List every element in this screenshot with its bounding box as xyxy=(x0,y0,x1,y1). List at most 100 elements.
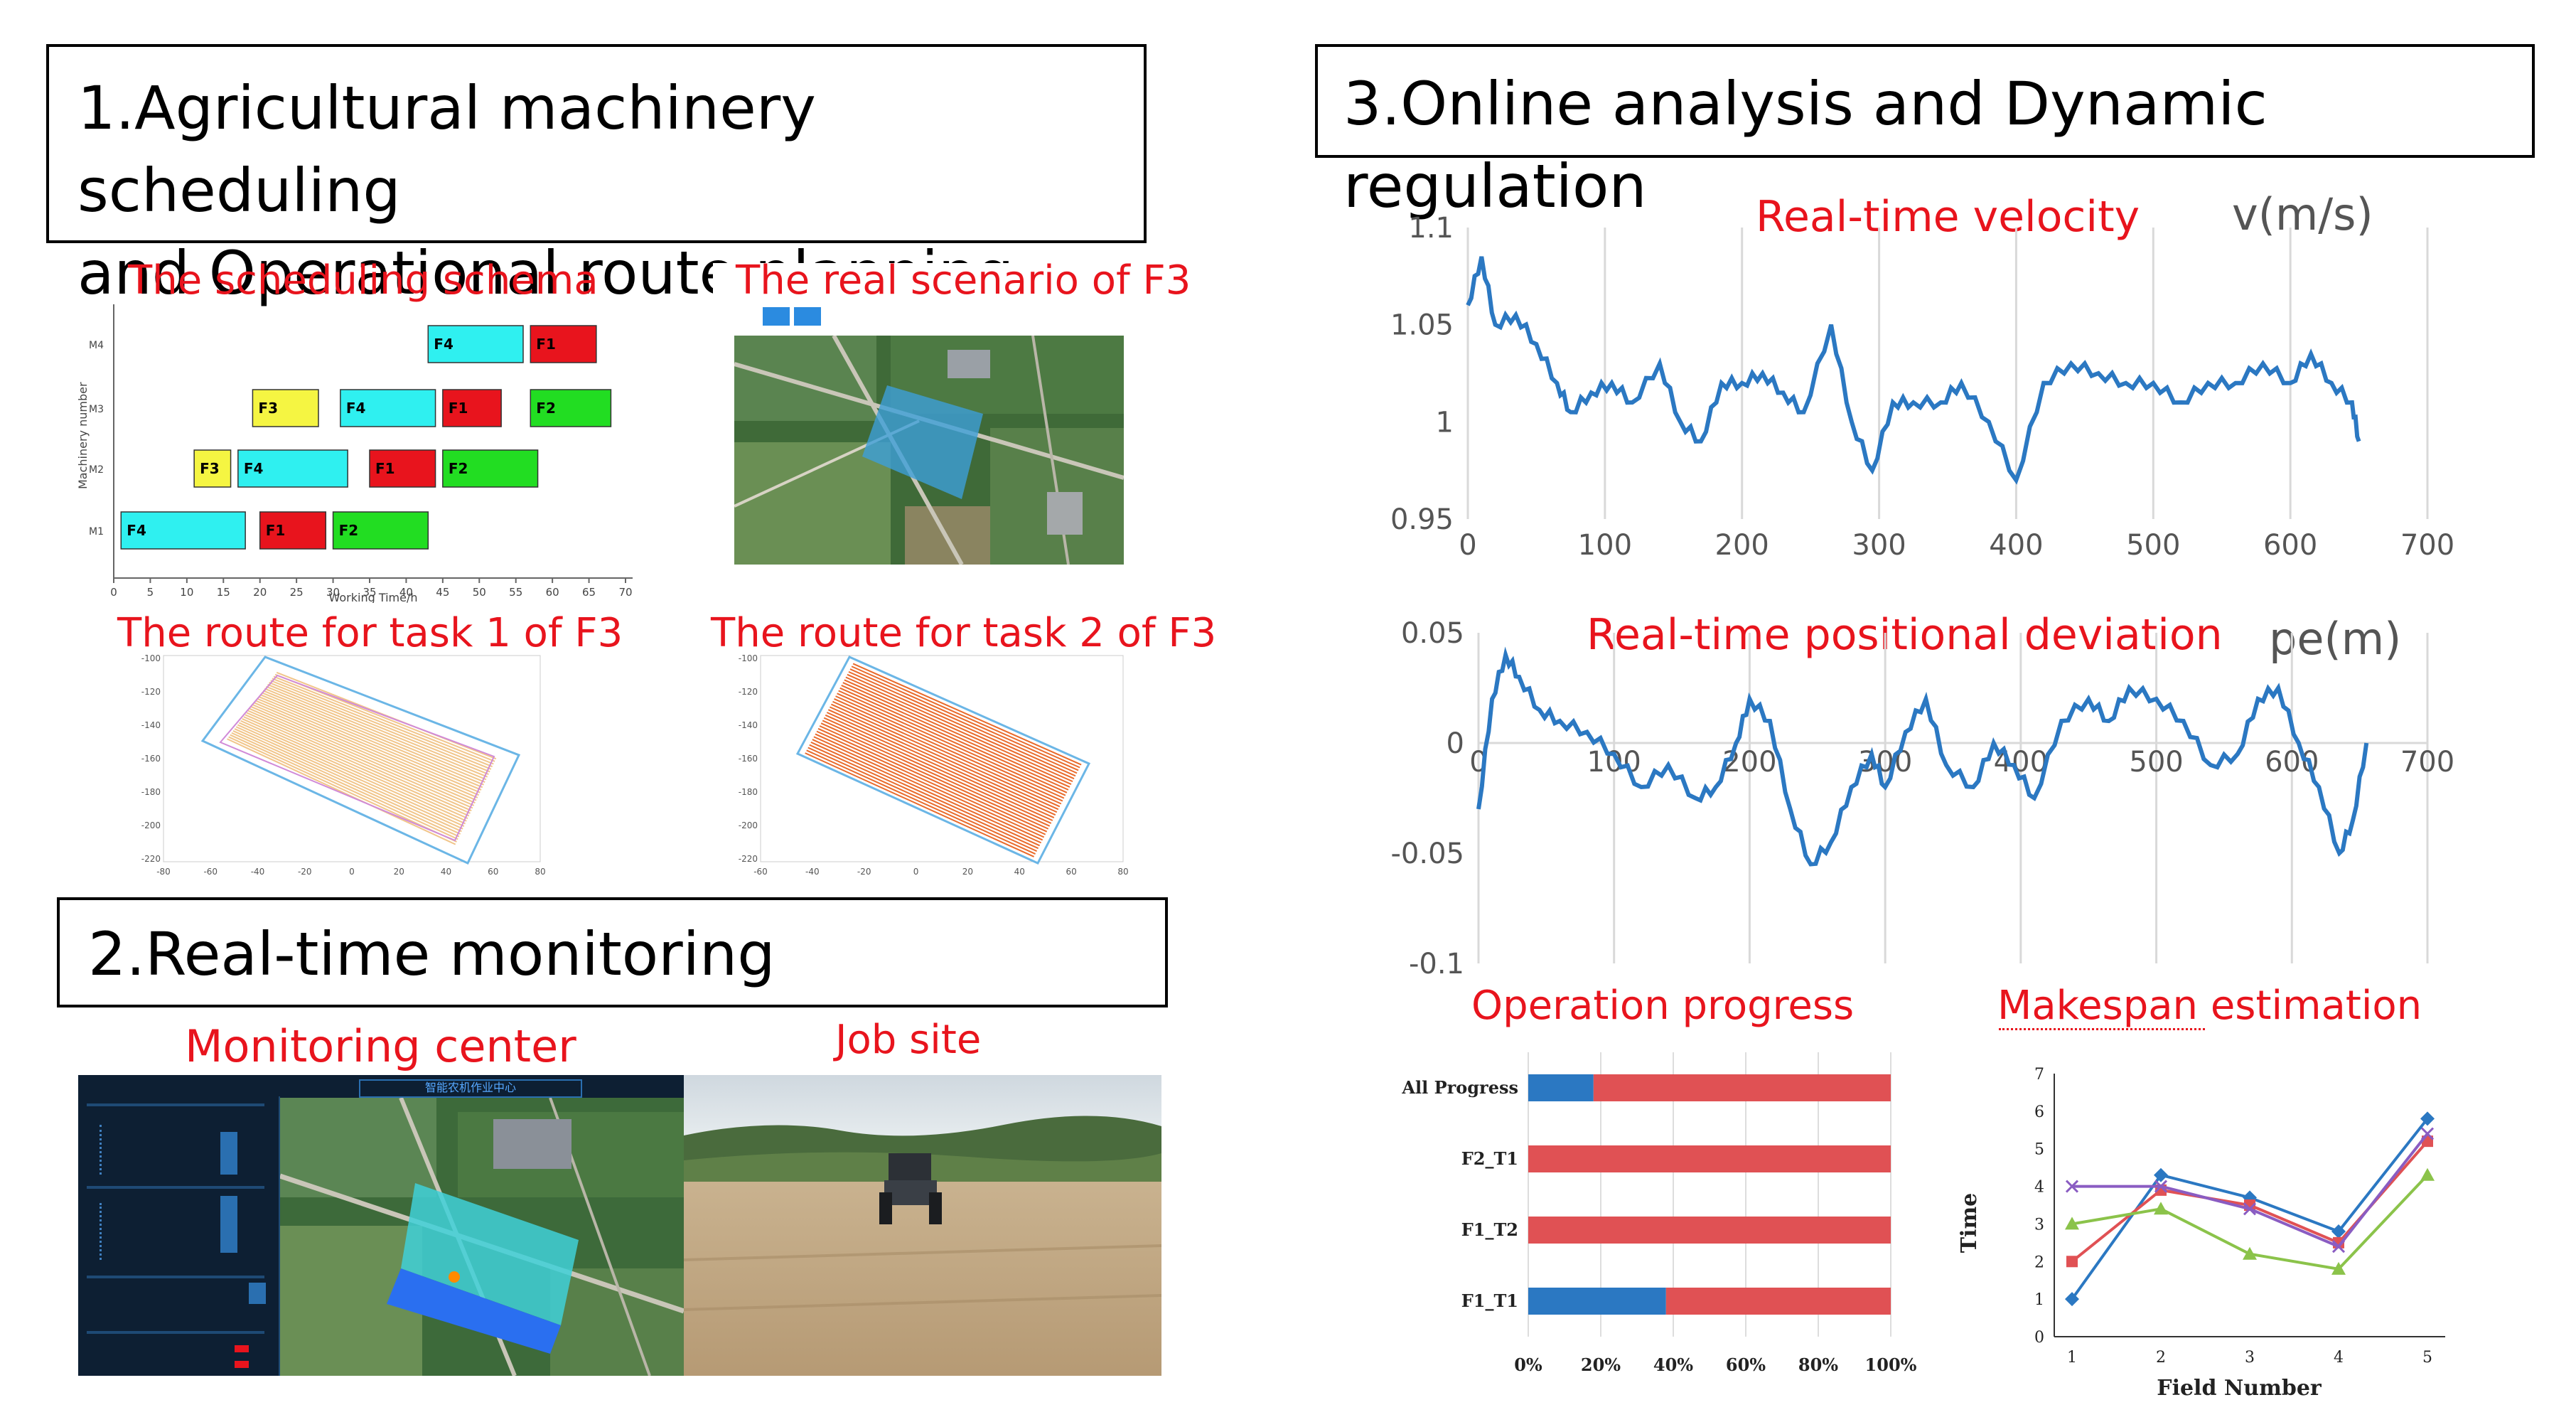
schedule-task-label: F2 xyxy=(339,522,359,539)
scenario-toolbar-button[interactable] xyxy=(794,307,821,326)
makespan-point-marker xyxy=(2420,1167,2435,1181)
xtick-label: 400 xyxy=(1989,529,2043,562)
progress-xtick-label: 0% xyxy=(1514,1354,1542,1375)
route2-track xyxy=(834,698,1063,802)
route1-track xyxy=(259,694,483,788)
schedule-xtick-label: 20 xyxy=(253,586,267,599)
ytick-label: 1 xyxy=(1436,406,1454,439)
progress-xtick-label: 20% xyxy=(1581,1354,1621,1375)
route2-track xyxy=(819,725,1049,830)
makespan-point-marker xyxy=(2243,1190,2257,1205)
section2-title-box: 2.Real-time monitoring xyxy=(57,897,1168,1007)
velocity-series-line xyxy=(1466,256,2361,485)
makespan-point-marker xyxy=(2420,1127,2435,1140)
route2-track xyxy=(838,690,1068,793)
route2-track xyxy=(809,744,1039,850)
route-ytick-label: -140 xyxy=(739,720,758,730)
route1-track xyxy=(270,680,492,770)
route-ytick-label: -200 xyxy=(739,820,758,830)
scenario-screen xyxy=(713,263,1147,569)
schedule-task-label: F3 xyxy=(258,400,278,417)
route2-track xyxy=(807,747,1038,852)
route1-title: The route for task 1 of F3 xyxy=(117,610,623,656)
progress-bar-segment xyxy=(1528,1145,1891,1172)
route2-track xyxy=(825,714,1055,818)
xtick-label: 700 xyxy=(2400,529,2454,562)
makespan-point-marker xyxy=(2154,1167,2168,1182)
section1-title-line1: 1.Agricultural machinery scheduling xyxy=(77,73,817,225)
monitor-control-button[interactable] xyxy=(220,1132,237,1175)
makespan-point-marker xyxy=(2065,1180,2079,1193)
route-ytick-label: -120 xyxy=(141,687,161,697)
schedule-xtick-label: 70 xyxy=(618,586,632,599)
route2-track xyxy=(813,736,1043,841)
scenario-satellite-map xyxy=(734,336,1124,565)
route-xtick-label: 20 xyxy=(394,867,404,877)
schedule-task-label: F1 xyxy=(375,460,395,477)
route-xtick-label: -60 xyxy=(753,867,768,877)
makespan-point-marker xyxy=(2243,1202,2257,1216)
route1-track xyxy=(235,726,463,830)
scenario-toolbar-button[interactable] xyxy=(763,307,790,326)
route-xtick-label: 60 xyxy=(1066,867,1077,877)
schedule-title: The scheduling schema xyxy=(128,257,599,304)
makespan-ytick-label: 4 xyxy=(2034,1179,2044,1197)
schedule-xtick-label: 65 xyxy=(582,586,596,599)
makespan-xtick-label: 3 xyxy=(2245,1349,2255,1367)
schedule-xtick-label: 55 xyxy=(509,586,522,599)
route-xtick-label: 40 xyxy=(441,867,451,877)
route-xtick-label: -20 xyxy=(298,867,312,877)
velocity-title: Real-time velocity xyxy=(1756,192,2140,242)
schedule-row-label: M3 xyxy=(89,404,104,415)
route-xtick-label: -40 xyxy=(251,867,265,877)
route1-track xyxy=(231,732,460,838)
progress-category-label: F2_T1 xyxy=(1461,1148,1518,1169)
route2-track xyxy=(847,673,1076,777)
xtick-label: 500 xyxy=(2126,529,2180,562)
route1-track xyxy=(264,688,487,781)
route1-track xyxy=(240,720,467,822)
schedule-xtick-label: 15 xyxy=(217,586,230,599)
xtick-label: 500 xyxy=(2129,746,2183,779)
progress-bar-segment xyxy=(1528,1288,1666,1315)
makespan-point-marker xyxy=(2331,1240,2346,1253)
schedule-task-block xyxy=(530,325,597,363)
makespan-point-marker xyxy=(2065,1217,2079,1230)
route2-track xyxy=(827,709,1058,813)
progress-category-label: All Progress xyxy=(1401,1077,1518,1098)
route-ytick-label: -180 xyxy=(739,787,758,797)
route-xtick-label: 0 xyxy=(349,867,355,877)
route-ytick-label: -140 xyxy=(141,720,161,730)
monitor-control-button[interactable] xyxy=(220,1196,237,1253)
route2-track xyxy=(817,727,1048,833)
xtick-label: 100 xyxy=(1587,746,1641,779)
section1-title-box: 1.Agricultural machinery scheduling and … xyxy=(46,44,1147,308)
route1-track xyxy=(246,712,472,812)
schedule-task-block xyxy=(237,449,348,488)
schedule-xtick-label: 60 xyxy=(546,586,559,599)
monitor-control-button[interactable] xyxy=(249,1283,266,1304)
progress-xtick-label: 40% xyxy=(1653,1354,1693,1375)
route2-track xyxy=(845,676,1075,780)
route1-track xyxy=(273,675,494,765)
route1-track xyxy=(243,716,470,817)
progress-bar-segment xyxy=(1528,1217,1891,1244)
route2-track xyxy=(841,684,1070,788)
route-ytick-label: -100 xyxy=(141,653,161,663)
monitor-satellite-map xyxy=(280,1098,684,1376)
deviation-title: Real-time positional deviation xyxy=(1587,610,2223,660)
route2-track xyxy=(805,752,1035,857)
progress-bar-segment xyxy=(1528,1074,1594,1101)
route-xtick-label: 60 xyxy=(488,867,498,877)
xtick-label: 300 xyxy=(1852,529,1906,562)
schedule-task-label: F1 xyxy=(266,522,286,539)
ytick-label: 0.95 xyxy=(1390,503,1454,536)
makespan-ytick-label: 2 xyxy=(2034,1253,2044,1271)
route2-track xyxy=(826,712,1056,816)
route1-track xyxy=(245,714,471,814)
schedule-row-label: M4 xyxy=(89,340,104,351)
monitor-title: Monitoring center xyxy=(185,1020,576,1072)
route2-track xyxy=(820,722,1051,827)
progress-xtick-label: 100% xyxy=(1865,1354,1917,1375)
